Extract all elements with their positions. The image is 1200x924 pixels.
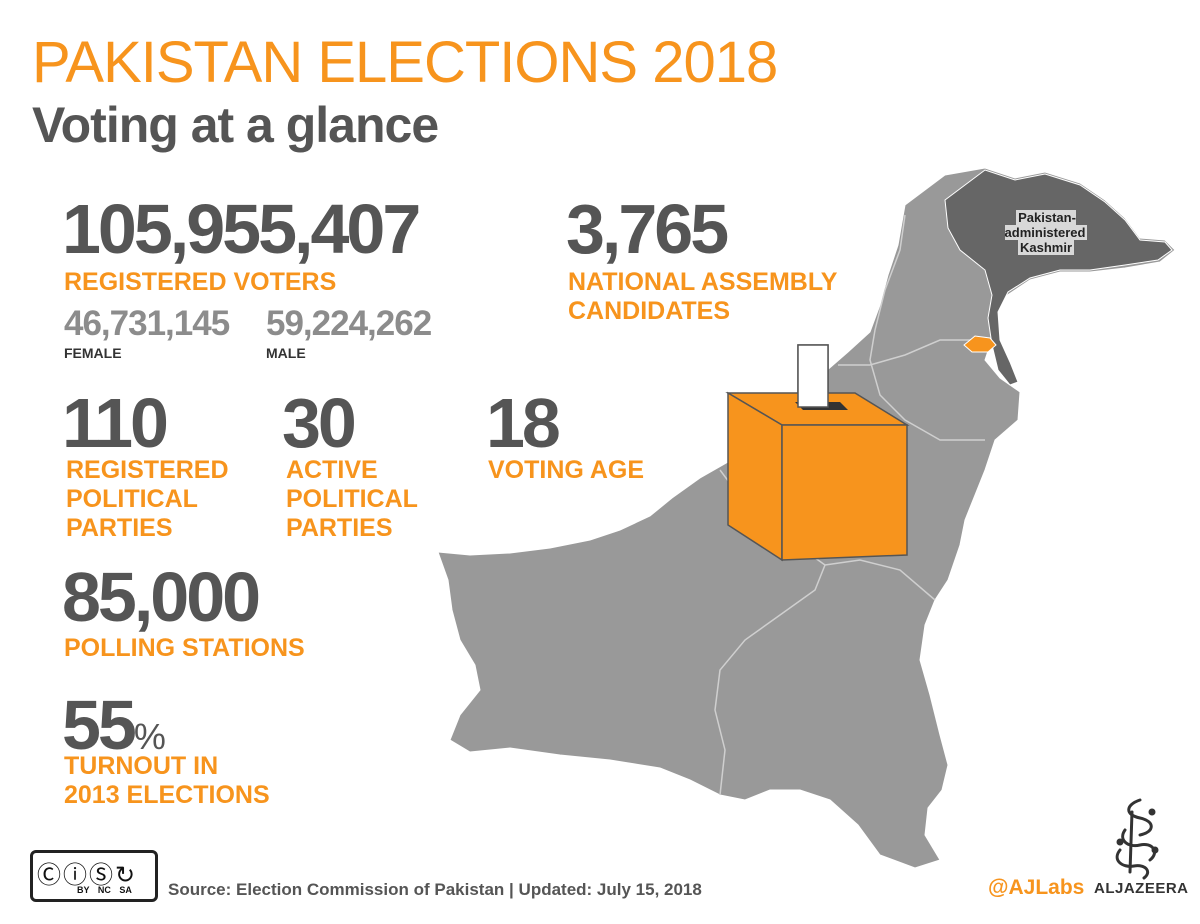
cc-license-tags: BY NC SA (77, 885, 132, 895)
active-parties-label-line3: PARTIES (286, 514, 393, 542)
registered-parties-label-line3: PARTIES (66, 514, 173, 542)
turnout-label: TURNOUT IN 2013 ELECTIONS (64, 752, 270, 810)
creative-commons-badge: ⒸⓘⓈ↻ BY NC SA (30, 850, 158, 902)
aljazeera-logo (1115, 798, 1159, 880)
ballot-box-illustration (725, 344, 910, 562)
page-subtitle: Voting at a glance (32, 97, 439, 153)
aljazeera-wordmark: ALJAZEERA (1094, 880, 1189, 897)
registered-parties-label: REGISTERED POLITICAL PARTIES (66, 456, 229, 543)
polling-stations-label: POLLING STATIONS (64, 634, 305, 662)
male-voters-value: 59,224,262 (266, 304, 432, 343)
kashmir-label: Pakistan-administered Kashmir (976, 210, 1116, 255)
kashmir-region (944, 169, 1173, 386)
registered-voters-label: REGISTERED VOTERS (64, 268, 337, 296)
na-candidates-value: 3,765 (566, 190, 729, 268)
footer-separator: | (509, 880, 514, 899)
source-footer: Source: Election Commission of Pakistan … (168, 880, 702, 900)
female-voters-label: FEMALE (64, 345, 122, 361)
page-title: PAKISTAN ELECTIONS 2018 (32, 30, 778, 95)
ballot-box-front (781, 424, 908, 561)
active-parties-label-line2: POLITICAL (286, 485, 418, 513)
turnout-label-line2: 2013 ELECTIONS (64, 781, 270, 809)
source-text: Source: Election Commission of Pakistan (168, 880, 505, 899)
male-voters-label: MALE (266, 345, 306, 361)
turnout-value: 55 (62, 686, 137, 764)
female-voters-value: 46,731,145 (64, 304, 230, 343)
na-candidates-label-line1: NATIONAL ASSEMBLY (568, 268, 838, 296)
voting-age-label: VOTING AGE (488, 456, 645, 484)
na-candidates-label-line2: CANDIDATES (568, 297, 731, 325)
registered-parties-value: 110 (62, 384, 169, 462)
cc-license-icons: ⒸⓘⓈ↻ (37, 862, 138, 889)
kashmir-label-line2: Kashmir (1017, 240, 1075, 255)
active-parties-label: ACTIVE POLITICAL PARTIES (286, 456, 418, 543)
active-parties-label-line1: ACTIVE (286, 456, 378, 484)
turnout-unit: % (133, 716, 166, 757)
na-candidates-label: NATIONAL ASSEMBLY CANDIDATES (568, 268, 837, 326)
kashmir-label-line1: Pakistan-administered (1004, 210, 1088, 240)
islamabad-highlight (963, 335, 997, 353)
registered-voters-value: 105,955,407 (62, 190, 421, 268)
voting-age-value: 18 (486, 384, 561, 462)
turnout-value-group: 55% (62, 690, 166, 760)
updated-text: Updated: July 15, 2018 (518, 880, 702, 899)
registered-parties-label-line2: POLITICAL (66, 485, 198, 513)
polling-stations-value: 85,000 (62, 558, 261, 636)
active-parties-value: 30 (282, 384, 357, 462)
registered-parties-label-line1: REGISTERED (66, 456, 229, 484)
ajlabs-credit: @AJLabs (988, 876, 1085, 899)
turnout-label-line1: TURNOUT IN (64, 752, 219, 780)
